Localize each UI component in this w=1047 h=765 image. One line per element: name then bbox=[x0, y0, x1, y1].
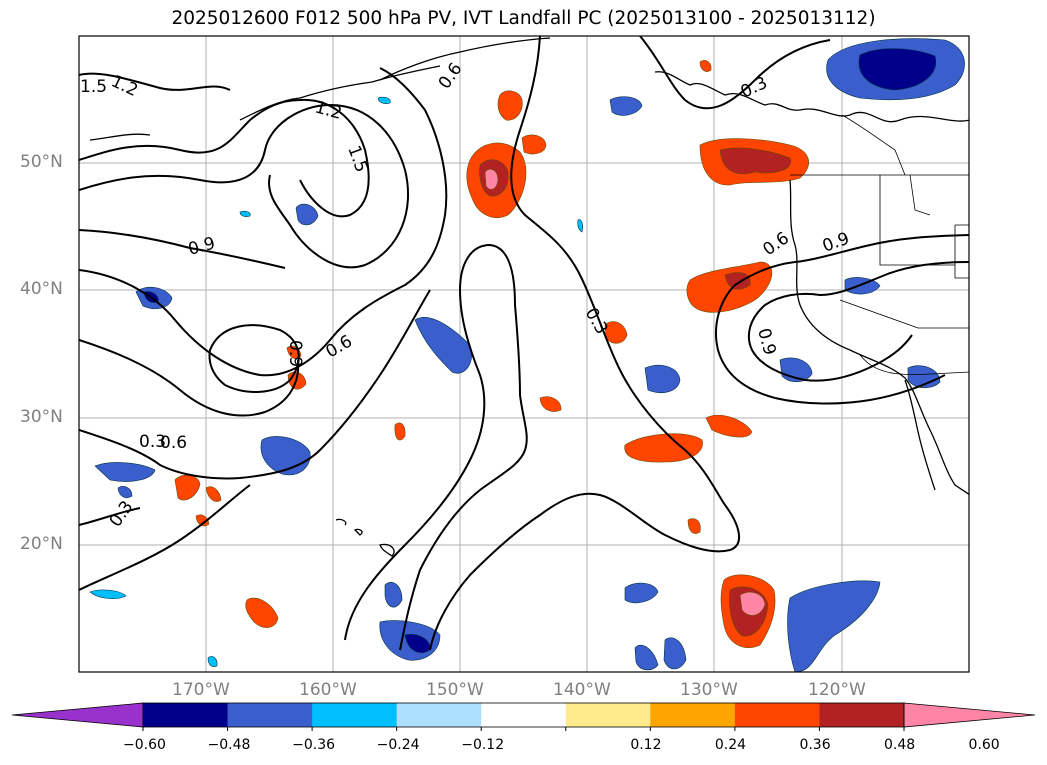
positive-blob bbox=[521, 134, 547, 155]
lon-label: 160°W bbox=[299, 680, 357, 700]
colorbar-segment bbox=[819, 703, 905, 727]
negative-blob bbox=[94, 462, 156, 482]
lon-label: 150°W bbox=[426, 680, 484, 700]
colorbar-tick-label: 0.48 bbox=[884, 737, 916, 753]
negative-blob bbox=[577, 219, 583, 233]
negative-blob bbox=[414, 317, 472, 374]
positive-blob bbox=[705, 414, 753, 438]
colorbar-segment bbox=[565, 703, 651, 727]
negative-blob bbox=[377, 96, 391, 104]
pv-contours bbox=[79, 36, 969, 651]
map-plot: 1.5 1.2 1.2 1.5 0.6 0.3 0.9 0.6 0.9 0.6 … bbox=[78, 35, 970, 673]
lat-label: 30°N bbox=[20, 407, 63, 427]
colorbar-tick-label: 0.24 bbox=[714, 737, 747, 753]
positive-blob bbox=[174, 474, 201, 501]
negative-blob bbox=[609, 96, 643, 116]
positive-blob bbox=[195, 514, 210, 527]
lon-label: 130°W bbox=[680, 680, 738, 700]
colorbar-tick-label: 0.36 bbox=[799, 737, 831, 753]
lon-label: 170°W bbox=[172, 680, 230, 700]
negative-blob bbox=[663, 637, 687, 670]
colorbar-segment bbox=[481, 703, 567, 727]
colorbar-tick-label: −0.48 bbox=[207, 737, 251, 753]
positive-blob bbox=[394, 422, 406, 441]
contour-label: 0.6 bbox=[160, 433, 187, 453]
positive-blob bbox=[604, 321, 628, 344]
negative-blob bbox=[384, 581, 403, 608]
colorbar-tick-label: 0.12 bbox=[630, 737, 662, 753]
positive-anomalies bbox=[174, 60, 809, 648]
colorbar-extend-high bbox=[903, 702, 1036, 728]
positive-blob bbox=[497, 90, 523, 121]
positive-blob bbox=[205, 486, 222, 502]
colorbar-outline bbox=[142, 702, 905, 728]
lon-label: 120°W bbox=[808, 680, 866, 700]
colorbar bbox=[11, 702, 1036, 731]
colorbar-segment bbox=[650, 703, 736, 727]
colorbar-tick-label: −0.24 bbox=[376, 737, 420, 753]
positive-blob bbox=[539, 396, 562, 412]
colorbar-tick-label: −0.60 bbox=[123, 737, 166, 753]
negative-blob bbox=[117, 486, 133, 499]
lon-label: 140°W bbox=[553, 680, 611, 700]
contour-label: 1.5 bbox=[80, 77, 107, 97]
negative-blob bbox=[207, 656, 218, 667]
colorbar-segment bbox=[312, 703, 398, 727]
positive-blob bbox=[686, 261, 773, 313]
negative-blob bbox=[907, 365, 941, 389]
colorbar-tick-label: −0.12 bbox=[461, 737, 505, 753]
contour-label: 0.9 bbox=[285, 340, 305, 367]
colorbar-segment bbox=[143, 703, 229, 727]
negative-blob bbox=[644, 365, 681, 393]
colorbar-segment bbox=[396, 703, 482, 727]
positive-blob bbox=[245, 597, 279, 628]
negative-blob bbox=[624, 582, 659, 604]
lat-label: 40°N bbox=[20, 279, 63, 299]
negative-blob bbox=[295, 203, 319, 226]
negative-blob bbox=[634, 644, 659, 671]
positive-blob bbox=[624, 433, 703, 463]
negative-blob bbox=[89, 589, 127, 599]
negative-blob bbox=[787, 580, 881, 672]
lat-label: 20°N bbox=[20, 534, 63, 554]
colorbar-segment bbox=[734, 703, 820, 727]
positive-blob bbox=[699, 60, 712, 72]
negative-blob bbox=[239, 210, 251, 217]
colorbar-extend-low bbox=[11, 702, 144, 728]
negative-anomalies bbox=[89, 38, 965, 672]
lat-label: 50°N bbox=[20, 152, 63, 172]
colorbar-segment bbox=[227, 703, 313, 727]
colorbar-tick-label: 0.60 bbox=[968, 737, 1000, 753]
contour-label: 0.3 bbox=[139, 432, 166, 452]
map-title: 2025012600 F012 500 hPa PV, IVT Landfall… bbox=[171, 8, 876, 29]
colorbar-tick-label: −0.36 bbox=[292, 737, 336, 753]
positive-blob bbox=[687, 518, 701, 534]
